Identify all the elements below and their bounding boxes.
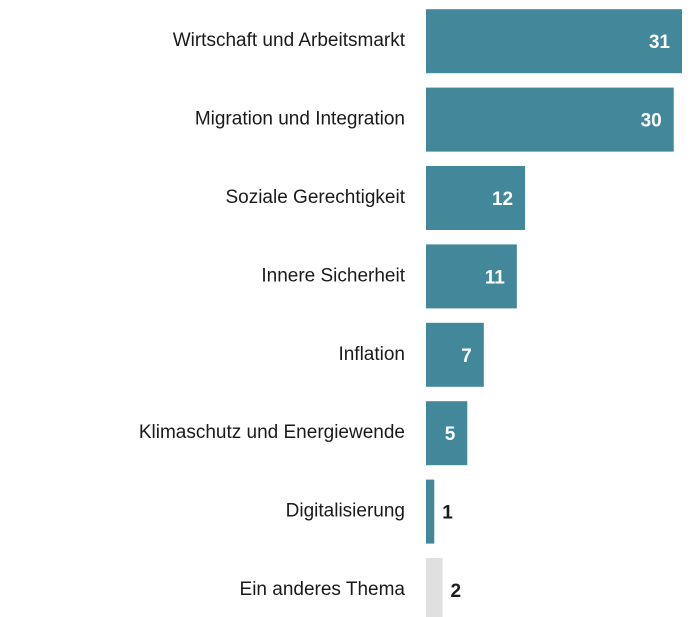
value-label: 11	[485, 267, 506, 288]
bar	[426, 244, 517, 309]
value-label: 30	[641, 111, 662, 132]
category-label: Soziale Gerechtigkeit	[225, 187, 405, 208]
category-label: Innere Sicherheit	[261, 265, 405, 286]
category-label: Inflation	[338, 344, 405, 365]
category-label: Wirtschaft und Arbeitsmarkt	[173, 30, 406, 51]
bar	[426, 9, 682, 74]
value-label: 5	[445, 424, 456, 445]
category-label: Migration und Integration	[195, 109, 405, 130]
value-label: 7	[461, 346, 472, 367]
bar	[426, 322, 484, 387]
category-label: Klimaschutz und Energiewende	[139, 422, 405, 443]
bar	[426, 87, 674, 152]
bar	[426, 479, 435, 544]
category-label: Digitalisierung	[286, 501, 405, 522]
value-label: 1	[442, 503, 453, 524]
category-label: Ein anderes Thema	[240, 579, 406, 600]
value-label: 2	[451, 581, 462, 602]
bar	[426, 401, 468, 466]
value-label: 12	[492, 189, 513, 210]
value-label: 31	[649, 32, 671, 53]
bar	[426, 166, 526, 230]
bar	[426, 558, 443, 617]
